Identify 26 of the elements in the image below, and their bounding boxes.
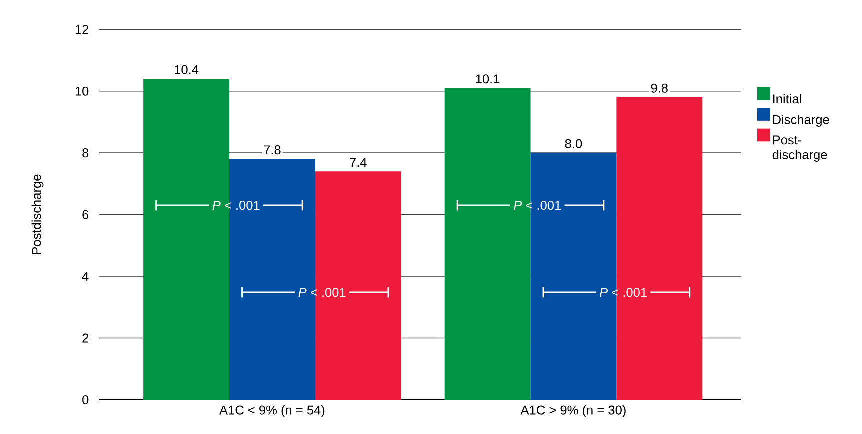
- y-tick-label: 8: [82, 148, 89, 158]
- y-tick-label: 4: [82, 272, 89, 282]
- y-tick-label: 12: [76, 25, 89, 34]
- x-tick-label: A1C < 9% (n = 54): [220, 406, 325, 418]
- y-tick-label: 10: [76, 87, 89, 96]
- data-label: 10.4: [175, 66, 199, 75]
- legend-label: Discharge: [773, 115, 830, 128]
- legend-label: Initial: [774, 94, 802, 104]
- annotation: P < .001: [212, 201, 260, 210]
- data-label: 10.1: [476, 74, 500, 84]
- x-tick-label: A1C > 9% (n = 30): [520, 406, 626, 418]
- bar: [530, 153, 617, 400]
- annotation: P < .001: [514, 201, 561, 210]
- y-tick-label: 0: [82, 396, 89, 405]
- bar: [230, 159, 316, 400]
- y-tick-label: 2: [82, 334, 89, 343]
- data-label: 7.4: [350, 158, 367, 168]
- data-label: 8.0: [565, 140, 582, 149]
- bar: [444, 88, 531, 400]
- bar: [616, 98, 703, 400]
- y-axis-title: Postdischarge: [32, 175, 44, 254]
- legend-label: Post-discharge: [772, 136, 828, 162]
- data-label: 9.8: [651, 84, 668, 94]
- bar: [144, 79, 230, 400]
- y-tick-label: 6: [82, 210, 89, 220]
- data-label: 7.8: [264, 146, 281, 155]
